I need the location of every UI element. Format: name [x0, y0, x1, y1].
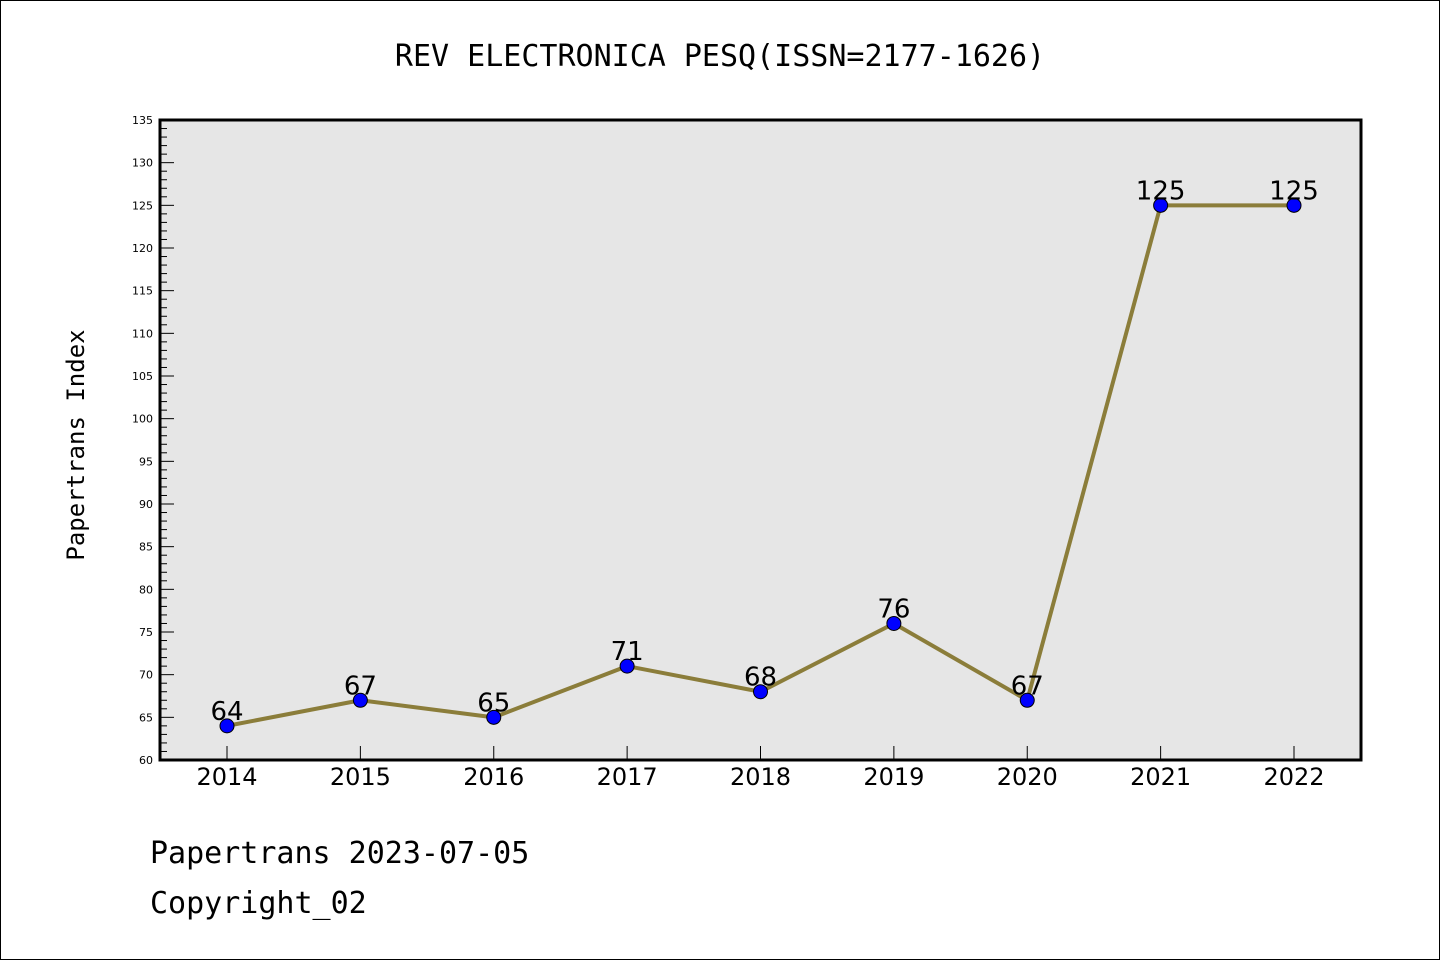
- data-label: 64: [210, 697, 243, 727]
- x-axis: 2014 2015 2016 2017 2018 2019 2020 2021 2022: [196, 746, 1325, 791]
- series-layer: 64 67 65 71 68 76 67 125 125: [210, 176, 1319, 734]
- y-tick-label: 80: [139, 583, 153, 596]
- y-tick-label: 70: [139, 669, 153, 682]
- data-label: 67: [1011, 671, 1044, 701]
- x-tick-label: 2019: [863, 763, 924, 791]
- x-tick-label: 2017: [597, 763, 658, 791]
- plot-area: [160, 120, 1361, 760]
- y-tick-label: 130: [132, 157, 153, 170]
- y-tick-label: 60: [139, 754, 153, 767]
- y-tick-label: 65: [139, 711, 153, 724]
- y-tick-label: 90: [139, 498, 153, 511]
- data-label: 71: [611, 637, 644, 667]
- y-axis: 60 65 70 75 80 85 90 95 100 105 110 115 120 125 130 135: [132, 114, 174, 767]
- data-point: [886, 615, 902, 631]
- x-tick-label: 2015: [330, 763, 391, 791]
- y-axis-label: Papertrans Index: [62, 329, 90, 560]
- y-tick-label: 100: [132, 413, 153, 426]
- data-label: 76: [877, 594, 910, 624]
- x-tick-label: 2018: [730, 763, 791, 791]
- data-point: [1286, 197, 1302, 213]
- data-label: 67: [344, 671, 377, 701]
- footer-date: Papertrans 2023-07-05: [150, 836, 530, 871]
- y-tick-label: 85: [139, 541, 153, 554]
- data-label: 68: [744, 663, 777, 693]
- data-point: [219, 718, 235, 734]
- data-label: 65: [477, 688, 510, 718]
- x-tick-label: 2014: [196, 763, 257, 791]
- y-tick-label: 95: [139, 455, 153, 468]
- data-point: [619, 658, 635, 674]
- data-label: 125: [1269, 176, 1319, 206]
- footer-copyright: Copyright_02: [150, 886, 367, 921]
- data-point: [486, 709, 502, 725]
- x-tick-label: 2022: [1263, 763, 1324, 791]
- x-tick-label: 2016: [463, 763, 524, 791]
- data-label: 125: [1136, 176, 1186, 206]
- data-point: [753, 684, 768, 700]
- y-tick-label: 135: [132, 114, 153, 127]
- plot-border: [158, 118, 1363, 762]
- x-tick-label: 2021: [1130, 763, 1191, 791]
- y-tick-label: 120: [132, 242, 153, 255]
- x-tick-label: 2020: [997, 763, 1058, 791]
- y-tick-label: 105: [132, 370, 153, 383]
- data-point: [352, 692, 368, 708]
- y-tick-label: 110: [132, 327, 153, 340]
- data-point: [1019, 692, 1035, 708]
- y-tick-label: 75: [139, 626, 153, 639]
- data-point: [1153, 197, 1169, 213]
- chart-title: REV ELECTRONICA PESQ(ISSN=2177-1626): [395, 39, 1045, 74]
- y-tick-label: 115: [132, 285, 153, 298]
- y-tick-label: 125: [132, 199, 153, 212]
